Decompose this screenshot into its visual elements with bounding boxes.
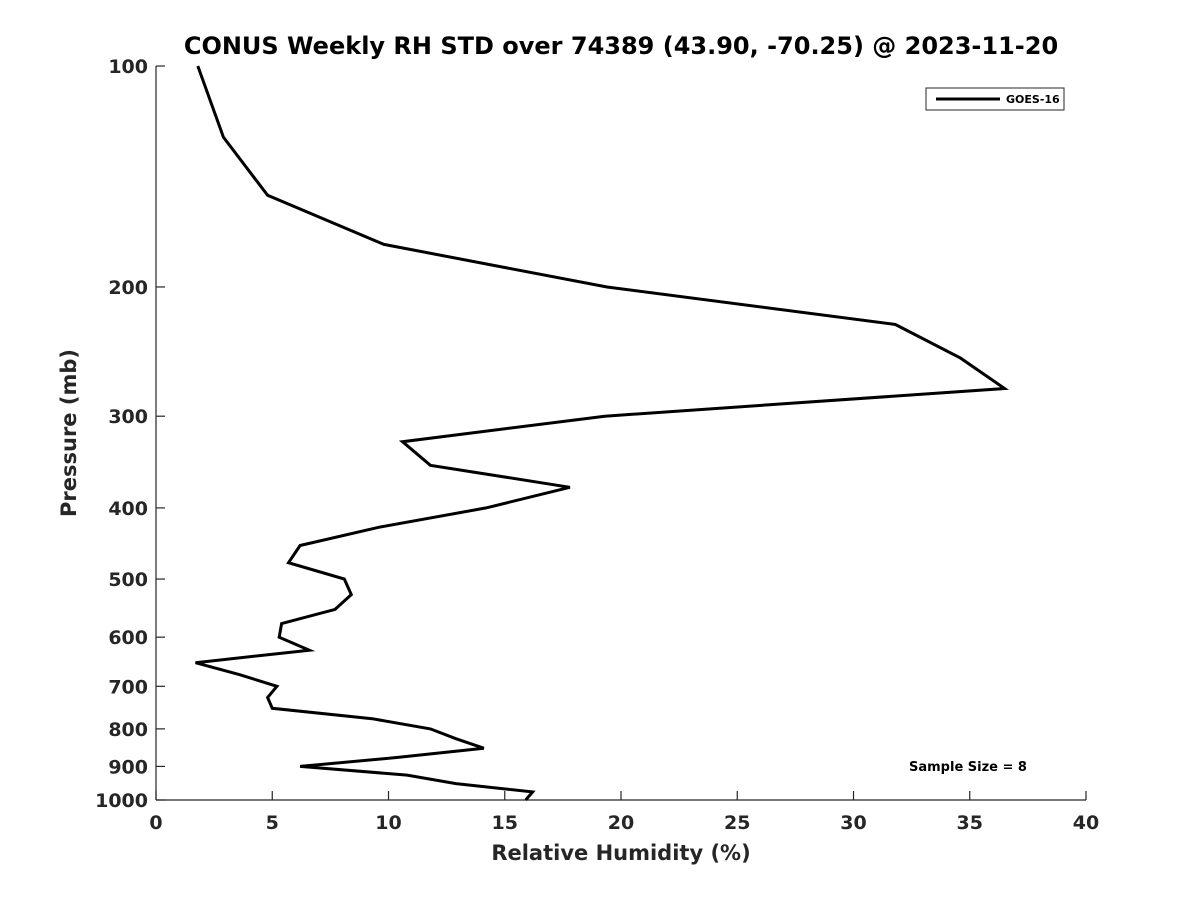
y-tick-label: 300 bbox=[108, 406, 148, 428]
y-tick-label: 700 bbox=[108, 676, 148, 698]
y-axis-label: Pressure (mb) bbox=[57, 349, 81, 517]
x-ticks: 0 5 10 15 20 25 30 35 40 bbox=[149, 791, 1099, 834]
x-axis-label: Relative Humidity (%) bbox=[491, 841, 750, 865]
x-tick-label: 0 bbox=[149, 812, 162, 834]
y-ticks: 100 200 300 400 500 600 700 800 900 1000 bbox=[95, 56, 165, 812]
y-tick-label: 100 bbox=[108, 56, 148, 78]
y-tick-label: 200 bbox=[108, 277, 148, 299]
x-tick-label: 15 bbox=[492, 812, 518, 834]
series-layer bbox=[195, 65, 1009, 801]
x-tick-label: 10 bbox=[375, 812, 401, 834]
y-tick-label: 400 bbox=[108, 498, 148, 520]
y-tick-label: 900 bbox=[108, 756, 148, 778]
x-tick-label: 40 bbox=[1073, 812, 1099, 834]
x-tick-label: 35 bbox=[957, 812, 983, 834]
plot-area: 0 5 10 15 20 25 30 35 40 100 200 300 400 500 600 700 80… bbox=[95, 56, 1099, 834]
y-tick-label: 1000 bbox=[95, 790, 148, 812]
chart-title: CONUS Weekly RH STD over 74389 (43.90, -… bbox=[184, 32, 1058, 60]
legend: GOES-16 bbox=[925, 87, 1065, 111]
x-tick-label: 5 bbox=[266, 812, 279, 834]
series-line-goes-16 bbox=[195, 65, 1009, 801]
y-tick-label: 500 bbox=[108, 569, 148, 591]
sample-size-annotation: Sample Size = 8 bbox=[909, 760, 1027, 775]
y-tick-label: 800 bbox=[108, 719, 148, 741]
x-tick-label: 25 bbox=[724, 812, 750, 834]
x-tick-label: 30 bbox=[840, 812, 866, 834]
legend-label-goes-16: GOES-16 bbox=[1006, 93, 1060, 106]
x-tick-label: 20 bbox=[608, 812, 634, 834]
y-tick-label: 600 bbox=[108, 627, 148, 649]
